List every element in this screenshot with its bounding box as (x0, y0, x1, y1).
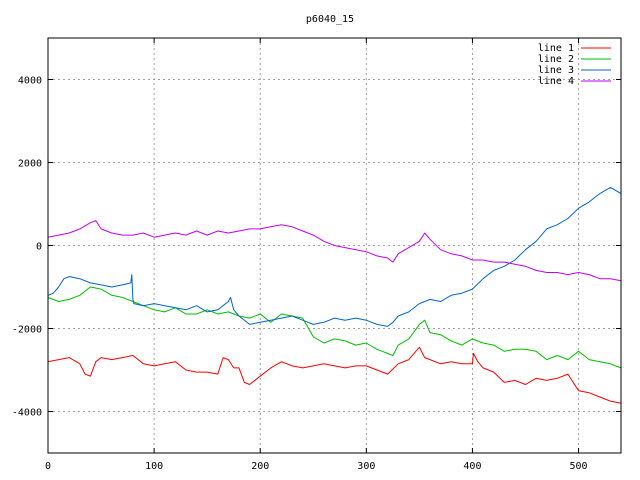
x-tick-label: 300 (357, 461, 375, 472)
series-line-2 (47, 286, 622, 369)
x-tick-label: 0 (45, 461, 51, 472)
legend-label: line 4 (538, 76, 574, 87)
legend-label: line 2 (538, 54, 574, 65)
y-tick-label: -4000 (12, 408, 42, 419)
grid-lines (48, 38, 621, 453)
series-lines (47, 186, 622, 404)
legend-label: line 3 (538, 65, 574, 76)
chart-title: p6040_15 (306, 14, 354, 25)
series-line-3 (47, 186, 622, 327)
y-tick-label: -2000 (12, 325, 42, 336)
x-tick-label: 400 (463, 461, 481, 472)
y-tick-label: 2000 (18, 159, 42, 170)
series-line-1 (47, 346, 622, 404)
axis-ticks: 0 100 200 300 400 500 -4000 -2000 0 2000 4000 (12, 38, 621, 472)
x-tick-label: 500 (570, 461, 588, 472)
y-tick-label: 4000 (18, 76, 42, 87)
y-tick-label: 0 (36, 242, 42, 253)
x-tick-label: 100 (145, 461, 163, 472)
series-line-4 (47, 220, 622, 282)
x-tick-label: 200 (251, 461, 269, 472)
legend-label: line 1 (538, 43, 574, 54)
